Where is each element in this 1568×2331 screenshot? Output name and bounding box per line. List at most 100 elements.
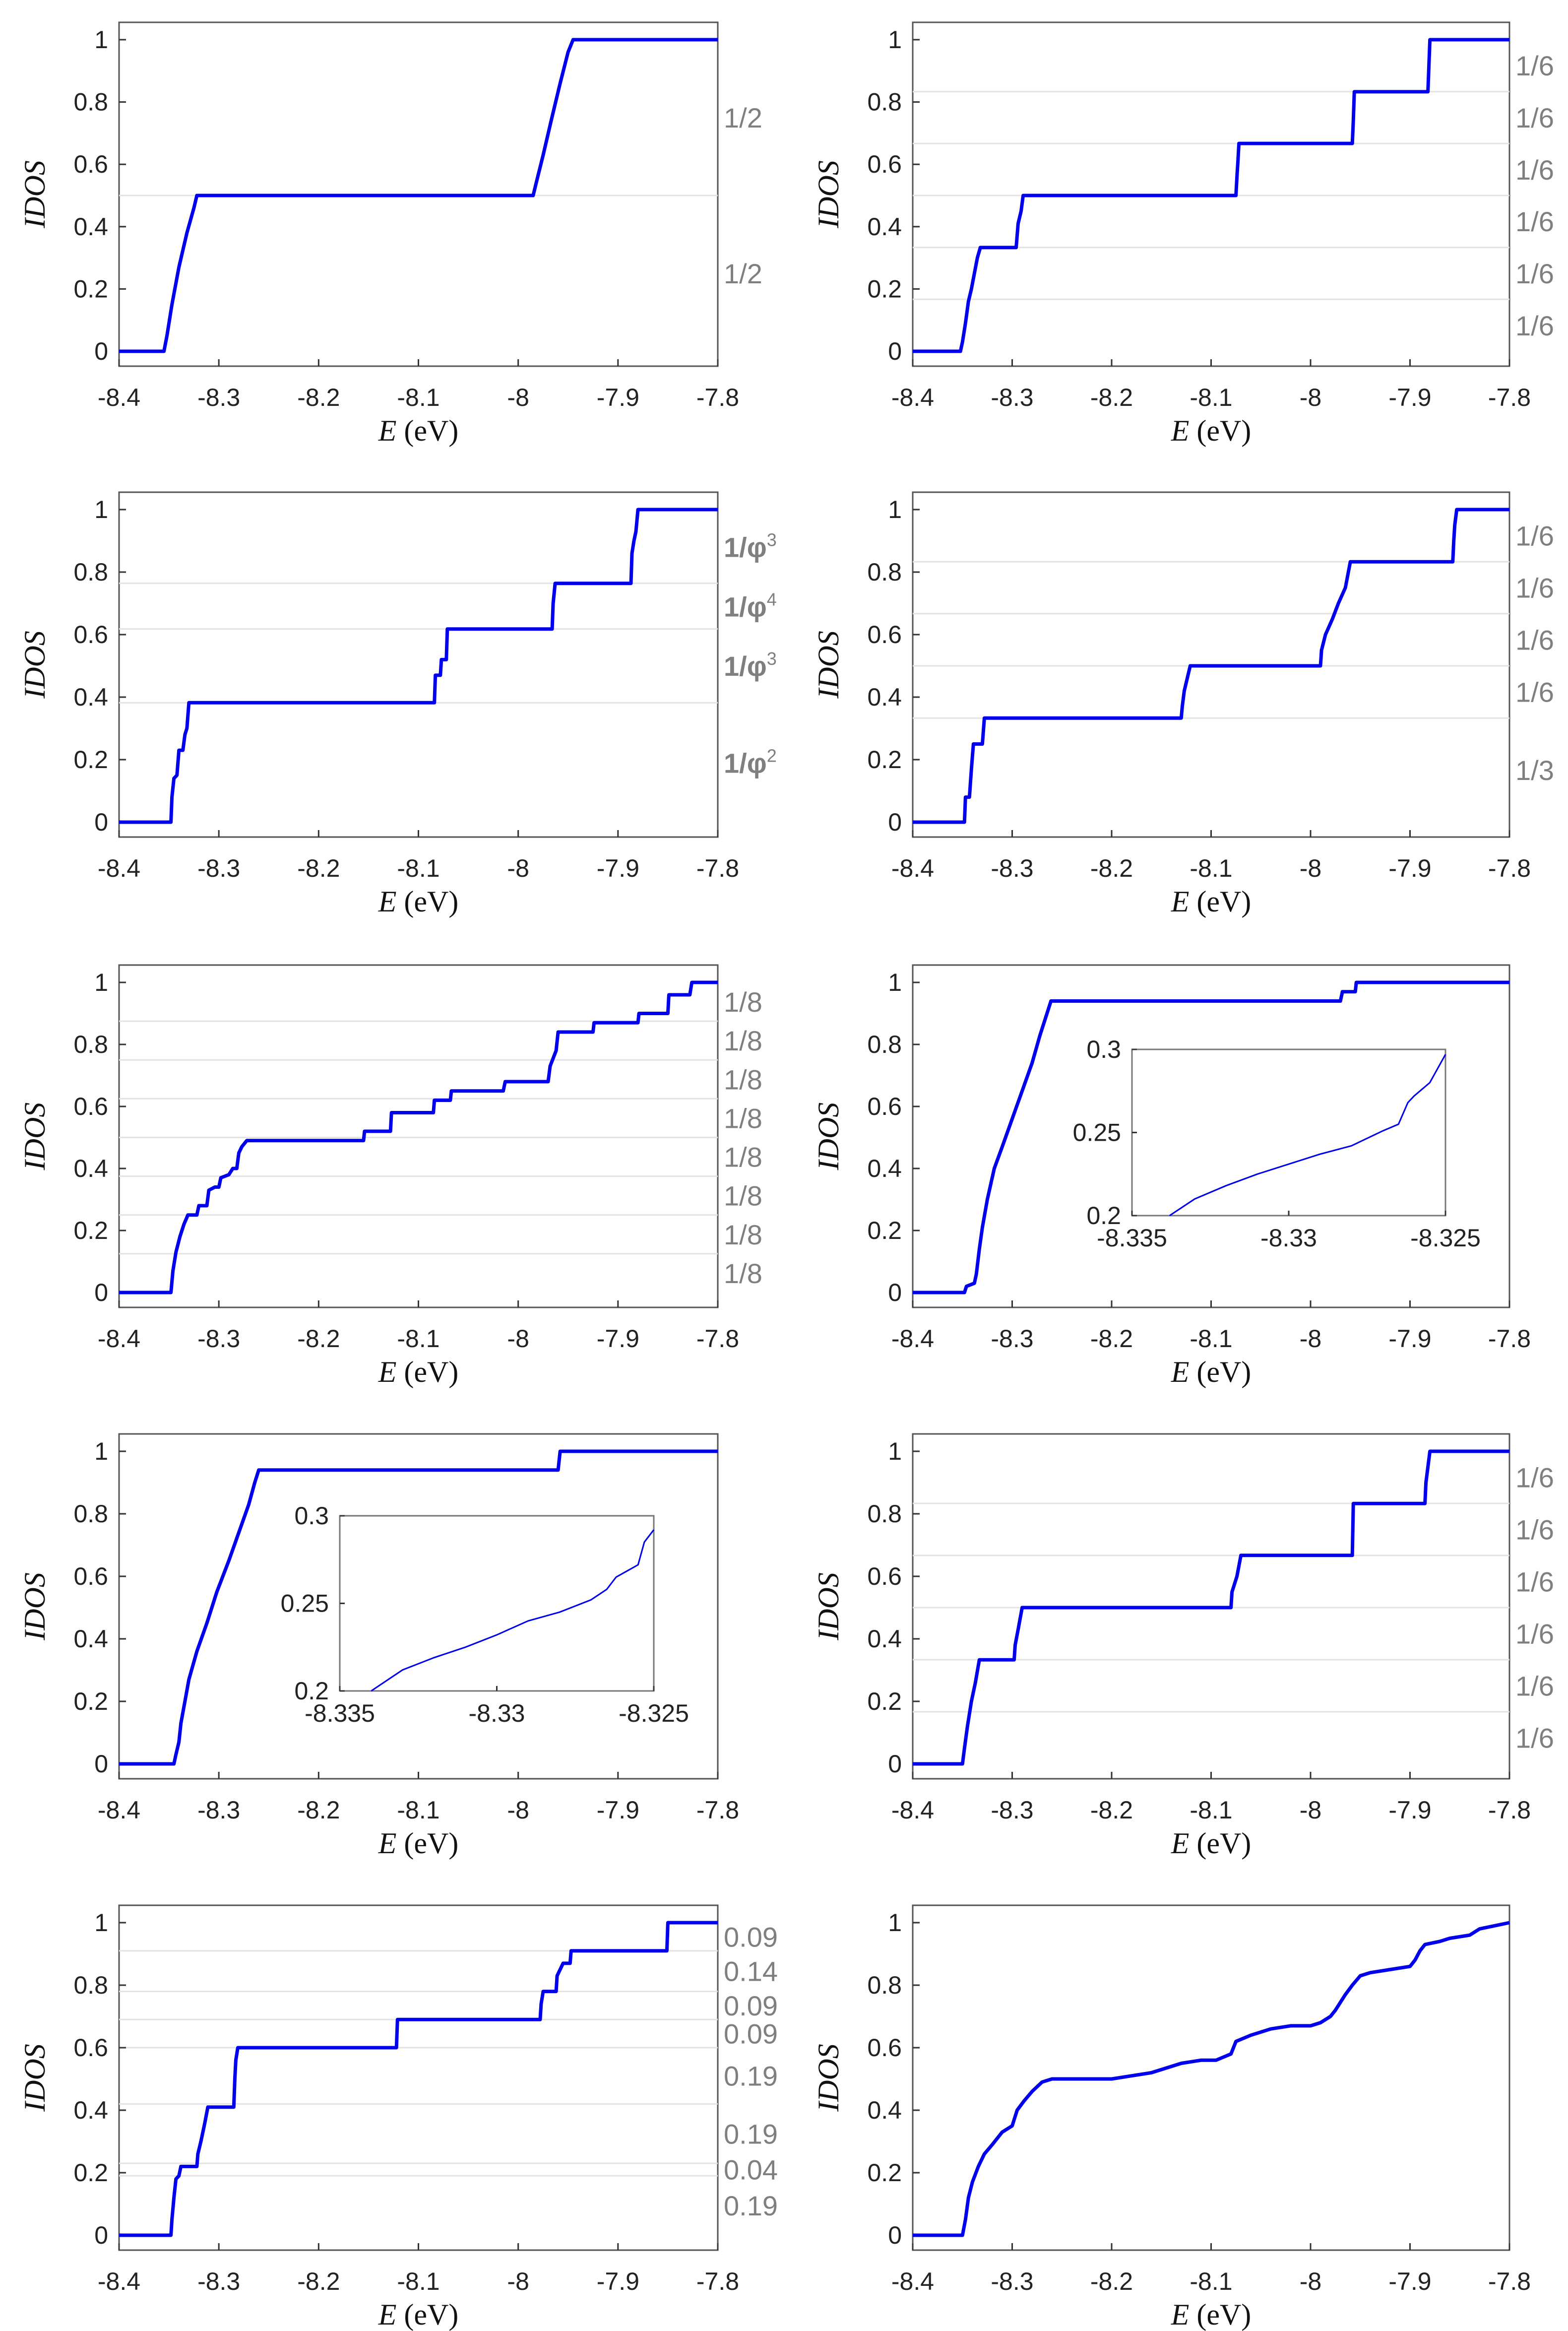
y-axis-label: IDOS (18, 1102, 51, 1171)
x-axis-label: E (eV) (1171, 2298, 1252, 2331)
series-line (913, 1449, 1509, 1766)
x-axis-label-unit: (eV) (396, 885, 458, 918)
annotation-label: 1/φ2 (724, 745, 777, 778)
inset-y-tick-label: 0.2 (1086, 1202, 1121, 1230)
plot-area (118, 964, 719, 1308)
annotation-exponent: 3 (767, 648, 777, 669)
x-tick-label: -8.3 (197, 384, 240, 411)
series-line (119, 980, 718, 1295)
x-tick-label: -8.1 (397, 384, 439, 411)
x-tick-label: -8.2 (1090, 1796, 1133, 1824)
inset-chart: -8.335 -8.33 -8.325 0.2 0.25 0.3 (281, 1502, 689, 1727)
y-tick-label: 0 (888, 1279, 902, 1306)
chart-panel: -8.4 -8.3 -8.2 -8.1 -8 -7.9 -7.8 0 0.2 0.4 0.6 0.8 1… (812, 491, 1554, 918)
plot-area (118, 491, 719, 838)
inset-plot-area (1131, 1048, 1446, 1217)
y-tick-label: 0 (888, 2221, 902, 2249)
x-tick-label: -8.3 (991, 854, 1033, 882)
y-tick-label: 0 (94, 337, 108, 365)
y-tick-label: 0.4 (867, 1155, 902, 1182)
x-tick-label: -7.9 (597, 384, 639, 411)
x-tick-label: -8 (1300, 384, 1321, 411)
inset-x-tick-label: -8.325 (1410, 1224, 1481, 1252)
chart-panel: -8.4 -8.3 -8.2 -8.1 -8 -7.9 -7.8 0 0.2 0.4 0.6 0.8 1… (812, 1904, 1531, 2331)
y-tick-label: 1 (94, 1437, 108, 1465)
x-tick-label: -7.8 (696, 1796, 739, 1824)
x-tick-label: -8.1 (1190, 384, 1232, 411)
y-tick-label: 1 (888, 1437, 902, 1465)
x-tick-label: -8 (1300, 854, 1321, 882)
x-tick-label: -7.8 (1488, 384, 1531, 411)
x-tick-label: -8.1 (397, 1796, 439, 1824)
y-tick-label: 0 (888, 1750, 902, 1778)
y-tick-label: 1 (888, 1909, 902, 1937)
x-axis-label-symbol: E (378, 885, 397, 918)
x-axis-label: E (eV) (1171, 885, 1252, 918)
x-axis-label-symbol: E (1171, 2298, 1190, 2331)
x-axis-label: E (eV) (378, 1356, 459, 1388)
inset-y-tick-label: 0.25 (281, 1590, 329, 1618)
x-tick-label: -8.4 (891, 384, 934, 411)
y-tick-label: 0.6 (867, 621, 902, 648)
y-tick-label: 0.6 (73, 2034, 108, 2062)
y-tick-label: 0.2 (73, 746, 108, 774)
annotation-label: 0.09 (724, 1921, 778, 1952)
x-axis-label: E (eV) (1171, 414, 1252, 447)
y-axis-label: IDOS (812, 2044, 845, 2112)
annotation-label: 0.09 (724, 2018, 778, 2050)
x-tick-label: -8.1 (397, 854, 439, 882)
series-line (913, 508, 1509, 824)
inset-x-tick-label: -8.335 (305, 1699, 375, 1727)
series-line (119, 508, 718, 824)
x-axis-label: E (eV) (378, 2298, 459, 2331)
y-tick-label: 0.8 (73, 1031, 108, 1058)
y-axis-label: IDOS (18, 160, 51, 229)
annotation-exponent: 3 (767, 530, 777, 550)
x-tick-label: -8.1 (397, 1325, 439, 1353)
y-tick-label: 0.4 (867, 213, 902, 241)
y-tick-label: 1 (888, 496, 902, 523)
x-tick-label: -8.3 (197, 1796, 240, 1824)
x-tick-label: -7.9 (597, 1325, 639, 1353)
chart-panel: -8.4 -8.3 -8.2 -8.1 -8 -7.9 -7.8 0 0.2 0.4 0.6 0.8 1… (18, 21, 762, 447)
y-tick-label: 0.4 (73, 1625, 108, 1653)
annotation-label: 1/6 (1515, 625, 1554, 656)
x-axis-label-symbol: E (1171, 1356, 1190, 1388)
x-tick-label: -7.9 (1388, 854, 1431, 882)
y-tick-label: 0.2 (73, 2159, 108, 2187)
x-axis-label-unit: (eV) (1189, 1356, 1251, 1388)
y-tick-label: 0 (94, 2221, 108, 2249)
x-tick-label: -8.3 (991, 2267, 1033, 2295)
chart-panel: -8.4 -8.3 -8.2 -8.1 -8 -7.9 -7.8 0 0.2 0.4 0.6 0.8 1… (18, 1433, 739, 1860)
x-tick-label: -8.1 (1190, 1325, 1232, 1353)
x-axis-label-symbol: E (1171, 1827, 1190, 1860)
y-tick-label: 0.4 (73, 1155, 108, 1182)
x-axis-label-symbol: E (378, 2298, 397, 2331)
x-tick-label: -8.2 (1090, 384, 1133, 411)
inset-x-tick-label: -8.33 (1260, 1224, 1317, 1252)
x-axis-label: E (eV) (378, 414, 459, 447)
x-tick-label: -8 (507, 1325, 529, 1353)
x-tick-label: -8 (507, 854, 529, 882)
annotation-label: 0.19 (724, 2190, 778, 2221)
x-tick-label: -8.4 (891, 1796, 934, 1824)
series-line (913, 1921, 1510, 2237)
annotation-label: 1/6 (1515, 676, 1554, 708)
x-tick-label: -8.1 (1190, 854, 1232, 882)
inset-x-tick-label: -8.33 (469, 1699, 525, 1727)
y-tick-label: 0 (888, 337, 902, 365)
x-axis-label-symbol: E (378, 1356, 397, 1388)
x-tick-label: -8 (507, 1796, 529, 1824)
x-axis-label-unit: (eV) (396, 414, 458, 447)
y-tick-label: 0.8 (73, 558, 108, 586)
annotation-label: 0.14 (724, 1956, 778, 1987)
y-tick-label: 1 (94, 1909, 108, 1937)
y-tick-label: 0.4 (867, 683, 902, 711)
chart-panel: -8.4 -8.3 -8.2 -8.1 -8 -7.9 -7.8 0 0.2 0.4 0.6 0.8 1… (18, 964, 762, 1388)
annotation-label: 1/6 (1515, 1723, 1554, 1754)
y-tick-label: 0.6 (867, 2034, 902, 2062)
y-tick-label: 1 (888, 969, 902, 996)
y-tick-label: 0.8 (867, 1971, 902, 1999)
annotation-label: 1/8 (724, 1025, 762, 1056)
